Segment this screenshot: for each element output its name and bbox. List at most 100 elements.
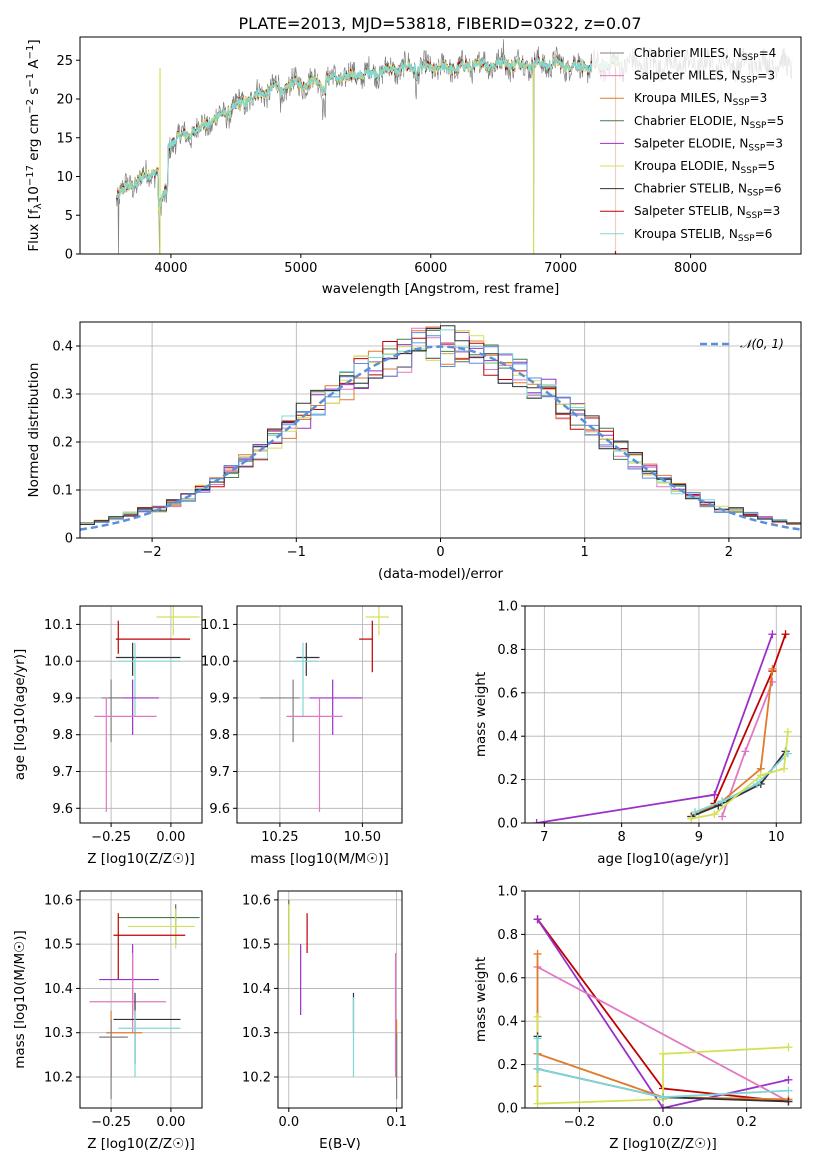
y-label-part: ] — [26, 39, 42, 44]
y-tick-label: 10.0 — [201, 655, 230, 670]
y-tick-label: 0 — [65, 248, 73, 263]
y-axis-label: mass [log10(M/M☉)] — [12, 930, 28, 1069]
y-tick-label: 10.2 — [242, 1071, 271, 1086]
legend-sub: SSP — [747, 189, 764, 199]
x-tick-label: −0.25 — [91, 1115, 131, 1130]
y-tick-label: 0.0 — [497, 817, 518, 832]
y-tick-label: 10 — [56, 170, 73, 185]
y-tick-label: 25 — [56, 54, 73, 69]
x-tick-label: 2 — [725, 545, 733, 560]
legend-nssp: =5 — [766, 114, 784, 128]
y-axis-label: mass weight — [473, 957, 489, 1042]
legend-name: Kroupa MILES, N — [634, 91, 733, 105]
y-tick-label: 15 — [56, 131, 73, 146]
figure-title: PLATE=2013, MJD=53818, FIBERID=0322, z=0… — [238, 14, 641, 33]
legend-sub: SSP — [746, 211, 763, 221]
y-tick-label: 0.4 — [497, 730, 518, 745]
spectrum-legend: Chabrier MILES, NSSP=4 Salpeter MILES, NS… — [592, 41, 797, 251]
legend-nssp: =6 — [764, 182, 782, 196]
weight-line — [536, 1038, 789, 1099]
legend-sub: SSP — [742, 53, 759, 63]
y-tick-label: 0.1 — [52, 484, 73, 499]
axes-frame — [524, 890, 802, 1109]
legend-sub: SSP — [733, 98, 750, 108]
y-tick-label: 10.0 — [44, 655, 73, 670]
x-tick-label: −1 — [287, 545, 306, 560]
legend-nssp: =3 — [763, 204, 781, 218]
y-tick-label: 0.0 — [497, 1102, 518, 1117]
residual-legend: 𝒩(0, 1) — [700, 337, 784, 351]
normal-curve — [80, 345, 801, 531]
x-tick-label: 7000 — [544, 261, 577, 276]
x-tick-label: 4000 — [154, 261, 187, 276]
x-axis-label: mass [log10(M/M☉)] — [250, 851, 389, 867]
legend-sub: SSP — [741, 166, 758, 176]
y-tick-label: 0.3 — [52, 388, 73, 403]
y-tick-label: 10.5 — [44, 938, 73, 953]
x-tick-label: −0.25 — [91, 830, 131, 845]
y-tick-label: 9.6 — [52, 802, 73, 817]
legend-nssp: =6 — [755, 227, 773, 241]
grid — [80, 891, 202, 1108]
plot-area — [89, 904, 200, 1100]
plot-area — [533, 915, 793, 1108]
massweight-vs-z-axes: −0.2 0.0 0.2 0.0 0.2 0.4 0.6 0.8 1.0 Z [log10(Z/Z… — [473, 885, 802, 1152]
x-axis-label: Z [log10(Z/Z☉)] — [87, 1136, 195, 1152]
y-tick-label: 0 — [65, 532, 73, 547]
weight-line — [690, 750, 787, 818]
x-tick-label: 8 — [617, 830, 625, 845]
legend-entry: Kroupa MILES, NSSP=3 — [634, 91, 767, 108]
x-tick-label: 0.2 — [736, 1115, 757, 1130]
legend-sub: SSP — [748, 143, 765, 153]
y-tick-label: 9.8 — [209, 728, 230, 743]
x-tick-label: 8000 — [674, 261, 707, 276]
legend-nssp: =4 — [759, 46, 777, 60]
x-tick-label: 1 — [581, 545, 589, 560]
legend-name: Salpeter ELODIE, N — [634, 136, 748, 150]
grid — [278, 891, 402, 1108]
y-axis-label: age [log10(age/yr)] — [12, 649, 28, 781]
legend-nssp: =5 — [757, 159, 775, 173]
age-vs-z-axes: −0.25 0.00 9.6 9.7 9.8 9.9 10.0 10.1 Z [log10(Z/… — [12, 605, 203, 867]
axes-frame — [79, 321, 802, 539]
legend-name: Chabrier STELIB, N — [634, 182, 747, 196]
y-axis-label: Flux [fλ10−17 erg cm−2 s−1 A−1] — [25, 39, 44, 251]
legend-name: Kroupa STELIB, N — [634, 227, 738, 241]
legend-entry: Salpeter STELIB, NSSP=3 — [634, 204, 780, 221]
x-tick-label: 0.00 — [156, 830, 185, 845]
y-tick-label: 0.4 — [52, 340, 73, 355]
plot-area — [532, 630, 792, 823]
y-tick-label: 10.6 — [242, 893, 271, 908]
y-tick-label: 9.8 — [52, 728, 73, 743]
axes-frame — [79, 605, 203, 824]
y-tick-label: 0.4 — [497, 1015, 518, 1030]
x-tick-label: 0 — [436, 545, 444, 560]
y-tick-label: 10.3 — [242, 1026, 271, 1041]
y-tick-label: 10.1 — [201, 618, 230, 633]
x-tick-label: 0.00 — [156, 1115, 185, 1130]
y-label-part: λ — [33, 203, 44, 209]
weight-line — [536, 918, 789, 1108]
x-axis-label: E(B-V) — [319, 1136, 361, 1152]
y-axis-label: mass weight — [473, 672, 489, 757]
legend-frame — [592, 41, 797, 251]
legend-name: Chabrier ELODIE, N — [634, 114, 750, 128]
age-vs-mass-axes: 10.25 10.50 9.6 9.7 9.8 9.9 10.0 10.1 mass [log1… — [201, 605, 403, 867]
axes-frame — [236, 605, 403, 824]
residual-axes: −2 −1 0 1 2 0 0.1 0.2 0.3 0.4 (data-model)/error No… — [26, 321, 802, 582]
y-label-part: −17 — [25, 165, 36, 186]
legend-sub: SSP — [741, 76, 758, 86]
mass-vs-z-axes: −0.25 0.00 10.2 10.3 10.4 10.5 10.6 Z [log10(Z/… — [12, 890, 203, 1152]
x-tick-label: 5000 — [284, 261, 317, 276]
y-tick-label: 9.9 — [52, 691, 73, 706]
legend-entry: Salpeter MILES, NSSP=3 — [634, 69, 775, 86]
mass-vs-ebv-axes: 0.0 0.1 10.2 10.3 10.4 10.5 10.6 E(B-V) — [242, 890, 407, 1152]
x-axis-label: Z [log10(Z/Z☉)] — [87, 851, 195, 867]
y-tick-label: 10.3 — [44, 1026, 73, 1041]
axes-frame — [79, 890, 203, 1109]
x-tick-label: 9 — [695, 830, 703, 845]
legend-entry: Chabrier MILES, NSSP=4 — [634, 46, 776, 63]
plot-area — [94, 606, 200, 812]
x-axis-label: wavelength [Angstrom, rest frame] — [322, 281, 560, 297]
